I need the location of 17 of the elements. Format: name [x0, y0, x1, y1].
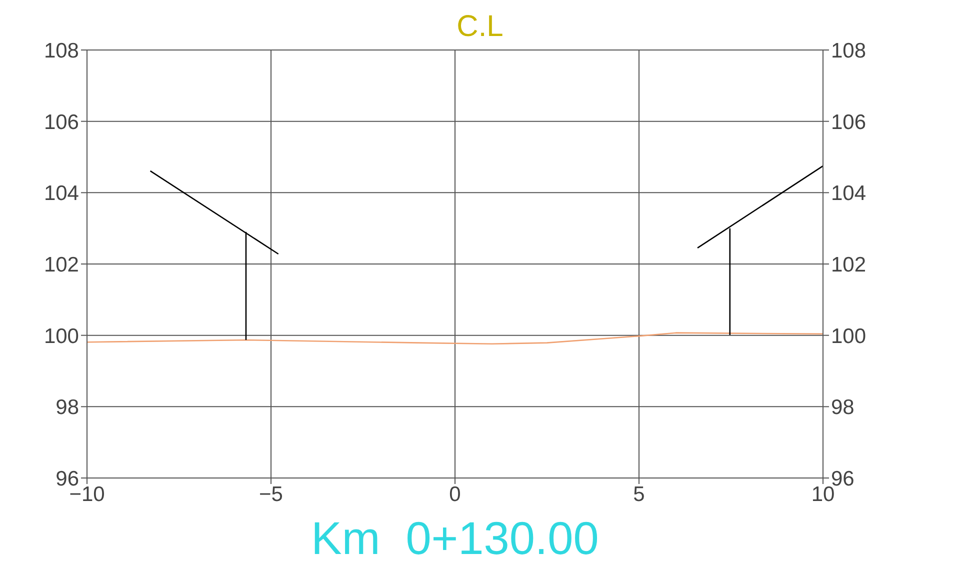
x-axis-title: Km 0+130.00 [310, 511, 600, 565]
y-tick-label: 102 [44, 253, 79, 276]
x-tick-label: −5 [259, 482, 283, 506]
y2-tick-label: 104 [831, 182, 866, 206]
y2-tick-label: 100 [831, 324, 866, 348]
y-tick-label: 108 [44, 39, 79, 62]
y-tick-label: 98 [56, 396, 79, 420]
y2-tick-label: 106 [831, 110, 866, 134]
y-tick-label: 104 [44, 182, 80, 206]
x-tick-label: 5 [633, 482, 645, 506]
y-tick-label: 106 [44, 110, 79, 134]
chart-title: C.L [456, 10, 504, 43]
y2-tick-label: 108 [831, 39, 866, 62]
y2-tick-label: 98 [831, 396, 854, 420]
y-tick-label: 100 [44, 324, 79, 348]
y2-tick-label: 102 [831, 253, 866, 276]
x-tick-label: 0 [449, 482, 461, 506]
